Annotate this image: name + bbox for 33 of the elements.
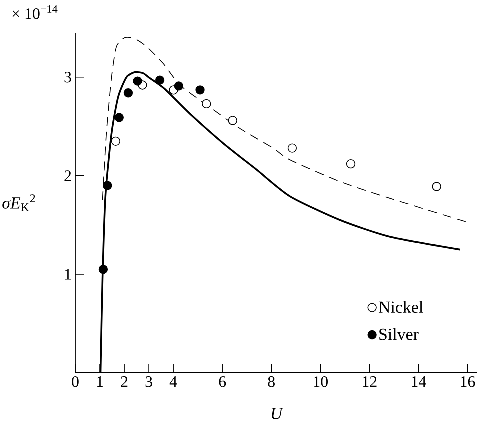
point (228, 116, 238, 126)
point (133, 76, 142, 86)
y-tick-label: 1 (65, 269, 72, 280)
x-tick-label: 6 (219, 376, 226, 388)
point (202, 99, 212, 109)
x-tick-label: 8 (268, 376, 275, 388)
y-tick-label: 3 (64, 72, 72, 83)
x-tick-label: 3 (146, 376, 152, 388)
x-tick-label: 2 (121, 376, 128, 388)
y-axis-title: σE$_{K}$2 (2, 194, 36, 212)
x-tick-label: 1 (97, 376, 104, 388)
point (98, 264, 108, 274)
point (124, 88, 134, 98)
legend-label: Silver (380, 328, 419, 340)
x-axis-title: U (272, 408, 284, 420)
point (196, 86, 205, 95)
x-tick-label: 10 (314, 376, 328, 388)
point (103, 181, 112, 190)
x-tick-label: 16 (461, 376, 476, 388)
x-tick-label: 14 (412, 376, 426, 388)
point (114, 113, 124, 122)
x-tick-label: 0 (72, 376, 79, 388)
x-tick-label: 4 (170, 376, 178, 388)
legend-label: Nickel (378, 301, 424, 314)
point (288, 144, 298, 153)
point (432, 182, 442, 192)
point (111, 136, 121, 146)
text: × 10$^{−14}$ (12, 6, 58, 20)
point (174, 82, 184, 91)
x-tick-label: 12 (363, 376, 377, 388)
point (155, 76, 165, 85)
y-tick-label: 2 (64, 170, 72, 182)
point (346, 159, 356, 169)
